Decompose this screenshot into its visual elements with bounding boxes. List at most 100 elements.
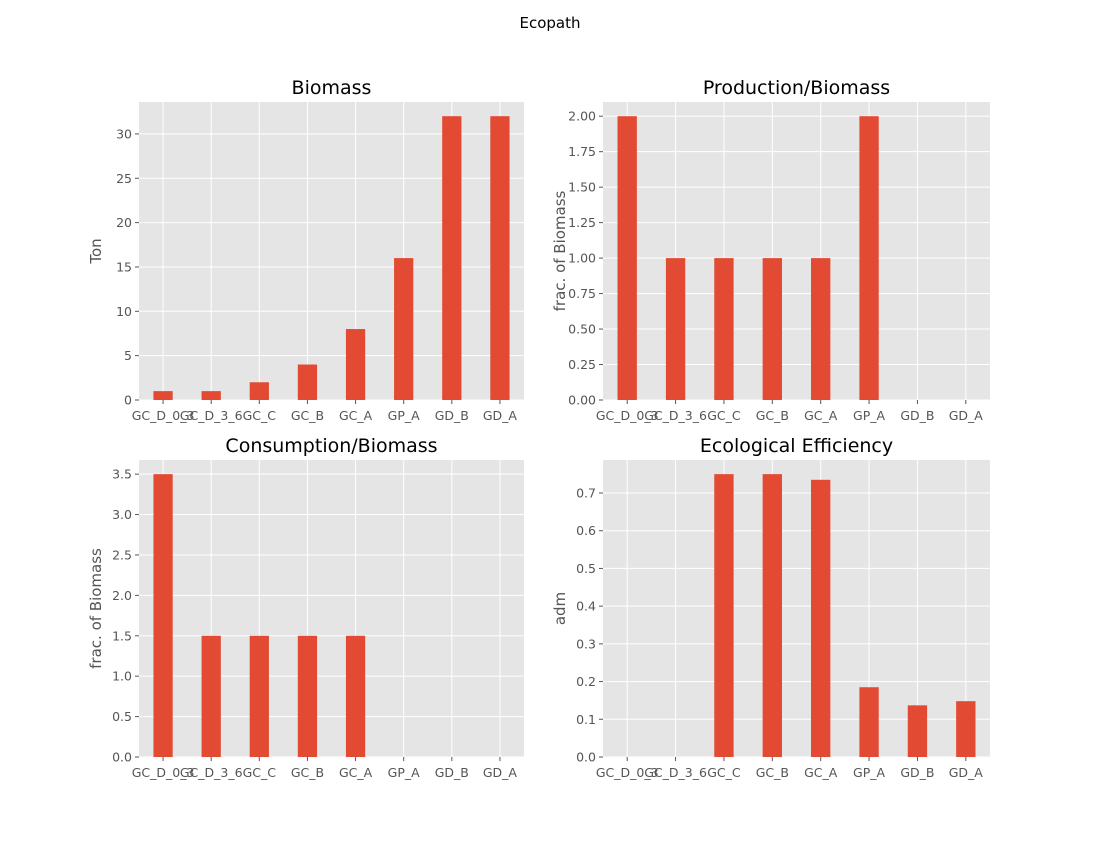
bar-gd-b: [442, 116, 462, 400]
y-tick-label: 3.5: [112, 467, 132, 482]
x-tick-label: GC_D_0_3: [596, 408, 659, 423]
bar-gc-d-3-6: [201, 391, 221, 400]
y-axis-label: frac. of Biomass: [87, 548, 105, 669]
y-tick-label: 0.7: [576, 486, 596, 501]
x-tick-label: GC_A: [339, 765, 373, 780]
bar-gc-c: [714, 474, 734, 757]
subplot-biomass: 0 5 10 15 20 25 30 GC_D_0_3GC_D_3_6 GC_C GC_B GC_A…: [87, 77, 524, 423]
bar-gc-b: [762, 474, 782, 757]
y-tick-label: 1.75: [568, 144, 596, 159]
subplot-title: Production/Biomass: [703, 77, 890, 99]
bar-gc-b: [297, 364, 318, 400]
bar-gp-a: [859, 116, 879, 400]
subplot-title: Ecological Efficiency: [700, 435, 893, 457]
y-tick-label: 0.5: [576, 561, 596, 576]
x-tick-label: GP_A: [853, 408, 885, 423]
plot-area: [603, 460, 990, 757]
x-tick-label: GP_A: [388, 408, 420, 423]
y-tick-label: 0.3: [576, 636, 596, 651]
subplot-title: Consumption/Biomass: [225, 435, 437, 457]
y-tick-label: 10: [116, 304, 132, 319]
x-tick-label: GD_B: [435, 765, 469, 780]
bar-gc-b: [297, 635, 318, 757]
y-tick-label: 2.5: [112, 547, 132, 562]
bar-gc-a: [345, 635, 366, 757]
y-tick-label: 1.00: [568, 251, 596, 266]
bar-gc-d-3-6: [201, 635, 221, 757]
x-tick-label: GC_D_3_6: [180, 765, 243, 780]
y-tick-label: 0: [124, 393, 132, 408]
bar-gd-a: [490, 116, 510, 400]
bar-gc-a: [345, 329, 366, 400]
x-tick-label: GD_A: [483, 765, 518, 780]
y-tick-label: 1.50: [568, 180, 596, 195]
subplot-title: Biomass: [292, 77, 372, 99]
x-tick-label: GC_C: [243, 765, 277, 780]
bar-gp-a: [859, 687, 879, 757]
y-axis-label: Ton: [87, 238, 105, 264]
y-tick-label: 0.6: [576, 523, 596, 538]
x-tick-label: GC_D_3_6: [644, 408, 707, 423]
x-tick-label: GC_C: [707, 408, 741, 423]
y-tick-label: 1.5: [112, 628, 132, 643]
y-axis-label: frac. of Biomass: [551, 190, 569, 311]
x-tick-label: GC_D_0_3: [132, 765, 195, 780]
x-tick-label: GC_A: [339, 408, 373, 423]
plot-area: [139, 460, 524, 757]
y-tick-label: 1.0: [112, 669, 132, 684]
x-tick-label: GD_B: [435, 408, 469, 423]
y-tick-label: 3.0: [112, 507, 132, 522]
bar-gp-a: [394, 258, 414, 400]
x-tick-label: GD_A: [949, 408, 984, 423]
bar-gc-a: [811, 479, 831, 757]
bar-gc-c: [714, 258, 734, 400]
y-tick-label: 0.00: [568, 393, 596, 408]
x-tick-label: GP_A: [388, 765, 420, 780]
subplot-ecological-efficiency: 0.0 0.1 0.2 0.3 0.4 0.5 0.6 0.7 GC_D_0_3GC_D_3_6…: [551, 435, 990, 780]
y-tick-label: 15: [116, 259, 132, 274]
bar-gd-b: [907, 705, 928, 757]
x-tick-label: GD_B: [900, 765, 934, 780]
x-tick-label: GC_D_3_6: [180, 408, 243, 423]
bar-gc-d-3-6: [665, 258, 686, 400]
x-tick-label: GD_A: [483, 408, 518, 423]
x-tick-label: GD_A: [949, 765, 984, 780]
x-tick-label: GC_D_0_3: [132, 408, 195, 423]
y-tick-label: 0.25: [568, 357, 596, 372]
y-tick-label: 2.00: [568, 109, 596, 124]
x-tick-label: GC_B: [756, 765, 789, 780]
plot-area: [603, 102, 990, 400]
x-tick-label: GC_D_0_3: [596, 765, 659, 780]
y-tick-label: 0.1: [576, 712, 596, 727]
y-tick-label: 0.0: [576, 750, 596, 765]
x-tick-label: GC_B: [291, 408, 324, 423]
bar-gc-c: [249, 382, 269, 400]
x-tick-label: GD_B: [900, 408, 934, 423]
x-tick-label: GC_B: [291, 765, 324, 780]
x-tick-label: GC_A: [804, 408, 838, 423]
bar-gc-d-0-3: [153, 391, 173, 400]
y-tick-label: 2.0: [112, 588, 132, 603]
subplot-production-biomass: 0.00 0.25 0.50 0.75 1.00 1.25 1.50 1.75 2.00 GC_D…: [551, 77, 990, 423]
y-tick-label: 1.25: [568, 215, 596, 230]
y-tick-label: 0.4: [576, 599, 596, 614]
y-tick-label: 0.2: [576, 674, 596, 689]
bar-gc-a: [811, 258, 831, 400]
y-tick-label: 0.75: [568, 286, 596, 301]
bar-gd-a: [956, 701, 976, 757]
x-tick-label: GC_C: [707, 765, 741, 780]
y-tick-label: 5: [124, 348, 132, 363]
subplot-consumption-biomass: 0.0 0.5 1.0 1.5 2.0 2.5 3.0 3.5 GC_D_0_3GC_D_3_6…: [87, 435, 524, 780]
y-tick-label: 0.0: [112, 750, 132, 765]
bar-gc-d-0-3: [153, 474, 173, 757]
y-axis-label: adm: [551, 592, 569, 625]
figure-suptitle: Ecopath: [519, 14, 580, 32]
x-tick-label: GP_A: [853, 765, 885, 780]
x-tick-label: GC_C: [243, 408, 277, 423]
y-tick-label: 0.5: [112, 709, 132, 724]
y-tick-label: 30: [116, 126, 132, 141]
y-tick-label: 20: [116, 215, 132, 230]
bar-gc-b: [762, 258, 782, 400]
